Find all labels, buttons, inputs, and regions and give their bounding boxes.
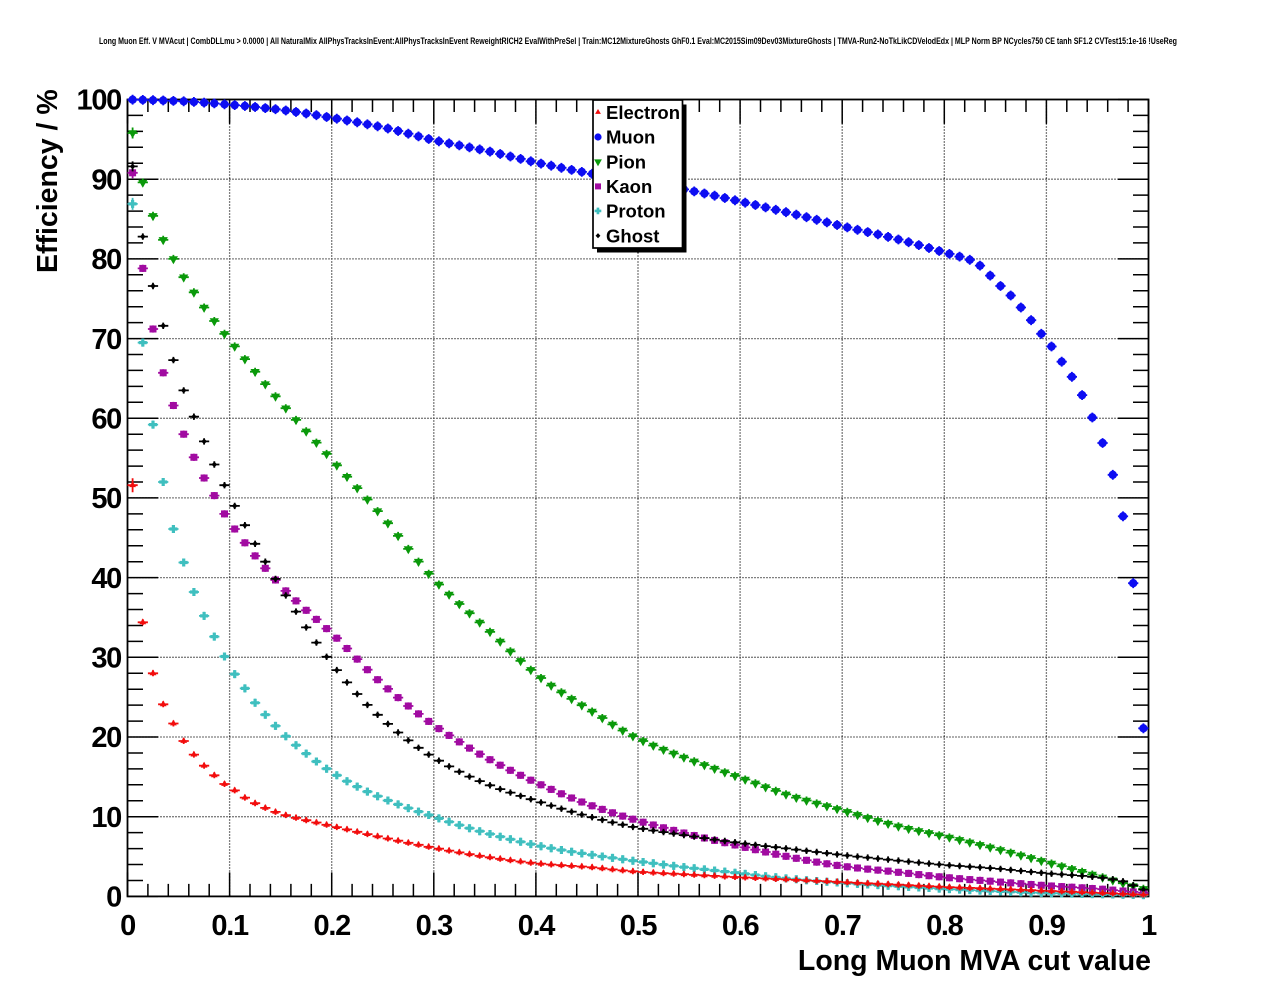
- svg-text:Efficiency / %: Efficiency / %: [32, 89, 64, 273]
- svg-text:0.6: 0.6: [722, 910, 760, 942]
- svg-text:Pion: Pion: [606, 151, 646, 172]
- svg-text:100: 100: [77, 85, 122, 117]
- svg-text:30: 30: [91, 643, 121, 675]
- svg-text:20: 20: [91, 722, 121, 754]
- svg-text:0: 0: [106, 882, 121, 914]
- svg-text:90: 90: [91, 164, 121, 196]
- svg-text:Muon: Muon: [606, 127, 655, 148]
- svg-text:Long Muon MVA cut value: Long Muon MVA cut value: [798, 945, 1151, 977]
- svg-text:1: 1: [1141, 910, 1157, 942]
- svg-text:Ghost: Ghost: [606, 225, 659, 246]
- svg-text:0.3: 0.3: [416, 910, 454, 942]
- svg-text:0.7: 0.7: [824, 910, 861, 942]
- svg-text:0: 0: [120, 910, 135, 942]
- svg-text:Electron: Electron: [606, 102, 680, 123]
- svg-text:50: 50: [91, 483, 121, 515]
- svg-text:60: 60: [91, 404, 121, 436]
- svg-text:0.4: 0.4: [518, 910, 556, 942]
- svg-text:10: 10: [91, 802, 121, 834]
- svg-text:80: 80: [91, 244, 121, 276]
- svg-text:Long Muon Eff. V MVAcut | Comb: Long Muon Eff. V MVAcut | CombDLLmu > 0.…: [99, 36, 1177, 46]
- svg-text:70: 70: [91, 324, 121, 356]
- svg-text:0.8: 0.8: [926, 910, 964, 942]
- svg-text:Kaon: Kaon: [606, 176, 652, 197]
- svg-text:0.2: 0.2: [313, 910, 350, 942]
- svg-text:0.5: 0.5: [620, 910, 658, 942]
- svg-text:0.1: 0.1: [211, 910, 249, 942]
- svg-text:0.9: 0.9: [1028, 910, 1066, 942]
- svg-text:Proton: Proton: [606, 201, 666, 222]
- svg-text:40: 40: [91, 563, 121, 595]
